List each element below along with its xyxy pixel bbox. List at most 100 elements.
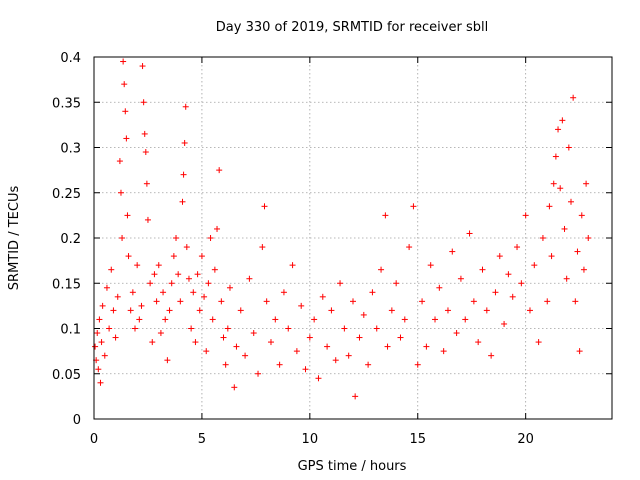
data-point	[173, 235, 180, 241]
data-point	[272, 316, 279, 323]
data-point	[414, 361, 421, 368]
data-point	[570, 94, 577, 101]
data-point	[97, 379, 104, 386]
data-point	[149, 339, 156, 346]
data-point	[108, 266, 115, 273]
data-point	[580, 266, 587, 273]
data-point	[226, 284, 233, 291]
data-point	[250, 330, 257, 337]
data-point	[144, 216, 151, 223]
x-tick-label: 5	[198, 432, 206, 447]
data-point	[302, 366, 309, 373]
x-tick-label: 20	[517, 432, 534, 447]
data-point	[557, 185, 564, 192]
data-point	[116, 158, 123, 165]
data-point	[470, 298, 477, 305]
data-point	[99, 302, 106, 309]
data-point	[110, 307, 117, 314]
data-point	[179, 198, 186, 205]
data-point	[101, 352, 108, 359]
data-point	[121, 81, 128, 88]
data-point	[95, 366, 102, 373]
data-point	[406, 244, 413, 251]
data-point	[544, 298, 551, 305]
data-point	[201, 293, 208, 300]
data-point	[194, 271, 201, 278]
data-point	[514, 244, 521, 251]
y-tick-label: 0.3	[60, 142, 81, 157]
data-point	[352, 393, 359, 400]
data-point	[151, 271, 158, 278]
data-point	[143, 180, 150, 187]
data-point	[259, 244, 266, 251]
data-point	[388, 307, 395, 314]
data-point	[153, 298, 160, 305]
data-point	[263, 298, 270, 305]
data-point	[117, 189, 124, 196]
data-point	[185, 275, 192, 282]
chart-title: Day 330 of 2019, SRMTID for receiver sbl…	[216, 20, 488, 35]
data-point	[214, 225, 221, 232]
data-point	[157, 330, 164, 337]
data-point	[328, 307, 335, 314]
data-point	[233, 343, 240, 350]
data-point	[337, 280, 344, 287]
data-point	[261, 203, 268, 210]
data-point	[479, 266, 486, 273]
data-point	[393, 280, 400, 287]
data-point	[548, 253, 555, 260]
data-point	[526, 307, 533, 314]
data-points	[92, 58, 592, 400]
data-point	[127, 307, 134, 314]
x-tick-label: 0	[90, 432, 98, 447]
data-point	[205, 280, 212, 287]
data-point	[142, 149, 149, 156]
data-point	[444, 307, 451, 314]
x-tick-label: 10	[302, 432, 319, 447]
data-point	[488, 352, 495, 359]
data-point	[345, 352, 352, 359]
data-point	[535, 339, 542, 346]
data-point	[559, 117, 566, 124]
x-tick-label: 15	[409, 432, 426, 447]
data-point	[373, 325, 380, 332]
data-point	[583, 180, 590, 187]
data-point	[114, 293, 121, 300]
data-point	[138, 302, 145, 309]
y-tick-label: 0.25	[52, 187, 81, 202]
data-point	[231, 384, 238, 391]
data-point	[319, 293, 326, 300]
axis-ticks: 0 5 10 15 20 0 0.05 0.1 0.15 0.2 0.25 0.3 0.35 0.4	[52, 51, 612, 447]
data-point	[224, 325, 231, 332]
data-point	[103, 284, 110, 291]
data-point	[124, 212, 131, 219]
data-point	[155, 262, 162, 269]
data-point	[341, 325, 348, 332]
data-point	[92, 343, 99, 350]
data-point	[546, 203, 553, 210]
data-point	[509, 293, 516, 300]
data-point	[242, 352, 249, 359]
data-point	[125, 253, 132, 260]
data-point	[94, 330, 101, 337]
data-point	[501, 320, 508, 327]
y-tick-label: 0.4	[60, 51, 81, 66]
data-point	[572, 298, 579, 305]
data-point	[365, 361, 372, 368]
data-point	[293, 348, 300, 355]
data-point	[449, 248, 456, 255]
data-point	[141, 130, 148, 137]
data-point	[378, 266, 385, 273]
data-point	[350, 298, 356, 305]
y-tick-label: 0.2	[60, 232, 81, 247]
data-point	[246, 275, 253, 282]
data-point	[567, 198, 574, 205]
y-tick-label: 0	[73, 413, 81, 428]
data-point	[106, 325, 113, 332]
data-point	[574, 248, 581, 255]
data-point	[453, 330, 460, 337]
data-point	[427, 262, 434, 269]
data-point	[397, 334, 404, 341]
data-point	[462, 316, 469, 323]
data-point	[255, 370, 262, 377]
